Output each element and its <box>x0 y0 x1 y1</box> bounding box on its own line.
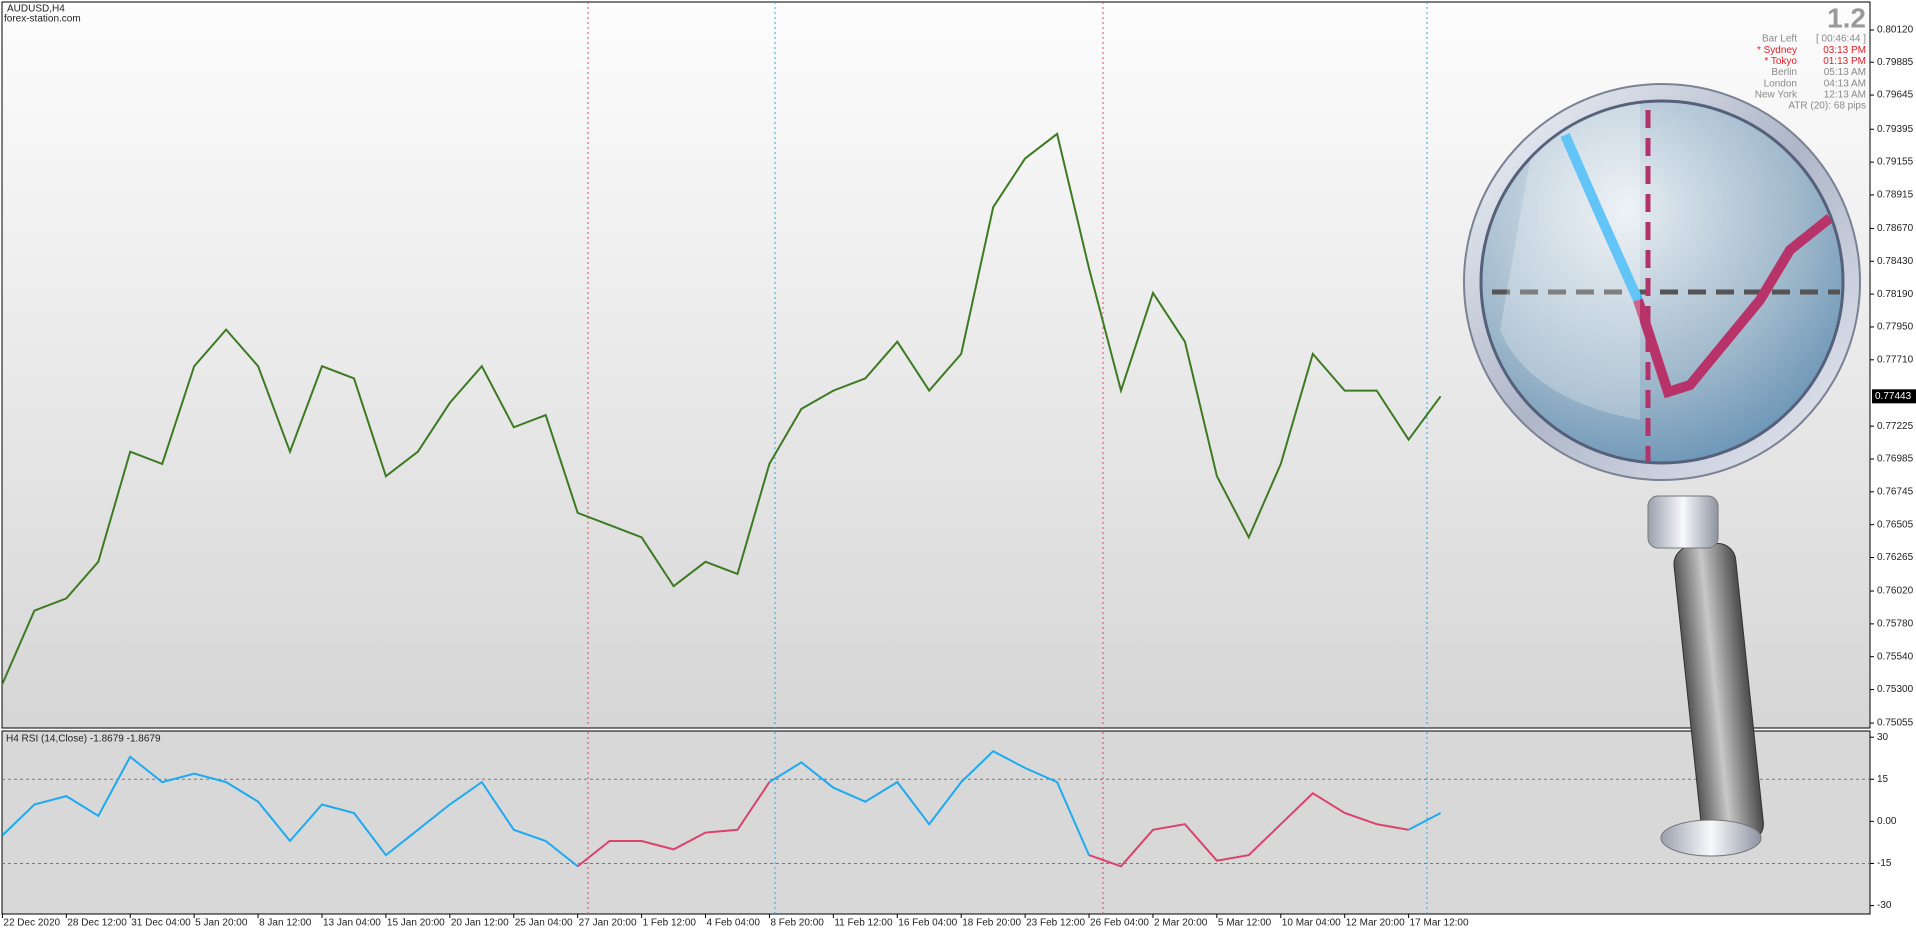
x-tick-label: 26 Feb 04:00 <box>1090 918 1149 929</box>
y-tick-label: 0.78190 <box>1877 289 1914 300</box>
lens-content <box>1492 102 1840 462</box>
y-tick-label: 0.77710 <box>1877 354 1914 365</box>
x-tick-label: 23 Feb 12:00 <box>1026 918 1085 929</box>
x-tick-label: 27 Jan 20:00 <box>579 918 637 929</box>
x-tick-label: 11 Feb 12:00 <box>834 918 893 929</box>
y-tick-label: 0.79155 <box>1877 157 1914 168</box>
y-tick-label: 0.78915 <box>1877 190 1914 201</box>
x-tick-label: 8 Jan 12:00 <box>259 918 312 929</box>
info-label: Berlin <box>1771 67 1797 78</box>
y-tick-label: 0.76985 <box>1877 454 1914 465</box>
x-tick-label: 2 Mar 20:00 <box>1154 918 1208 929</box>
x-tick-label: 15 Jan 20:00 <box>387 918 445 929</box>
watermark: forex-station.com <box>4 14 81 25</box>
current-price-box <box>1872 389 1916 404</box>
x-tick-label: 31 Dec 04:00 <box>131 918 191 929</box>
symbol: AUDUSD,H4 <box>7 4 65 15</box>
x-tick-label: 28 Dec 12:00 <box>67 918 127 929</box>
x-tick-label: 25 Jan 04:00 <box>515 918 573 929</box>
y-tick-label: -15 <box>1877 858 1892 869</box>
x-tick-label: 17 Mar 12:00 <box>1410 918 1469 929</box>
info-label: Bar Left <box>1762 34 1797 45</box>
info-value: 05:13 AM <box>1824 67 1866 78</box>
y-tick-label: 0.75780 <box>1877 619 1914 630</box>
handle-cap <box>1660 819 1762 857</box>
info-value: 03:13 PM <box>1823 45 1866 56</box>
y-tick-label: 15 <box>1877 774 1889 785</box>
zoom-line <box>1633 214 1834 399</box>
info-label: New York <box>1755 90 1798 101</box>
info-label: * Tokyo <box>1764 56 1797 67</box>
x-tick-label: 5 Mar 12:00 <box>1218 918 1272 929</box>
x-tick-label: 18 Feb 20:00 <box>962 918 1021 929</box>
x-tick-label: 5 Jan 20:00 <box>195 918 248 929</box>
y-tick-label: 0.76745 <box>1877 486 1914 497</box>
y-tick-label: 0.77950 <box>1877 322 1914 333</box>
x-tick-label: 8 Feb 20:00 <box>770 918 824 929</box>
y-tick-label: 0.78670 <box>1877 223 1914 234</box>
rsi-title: H4 RSI (14,Close) -1.8679 -1.8679 <box>6 734 161 745</box>
info-value: 04:13 AM <box>1824 78 1866 89</box>
x-tick-label: 12 Mar 20:00 <box>1346 918 1405 929</box>
atr: ATR (20): 68 pips <box>1788 101 1866 112</box>
lens <box>1479 99 1845 465</box>
x-tick-label: 13 Jan 04:00 <box>323 918 381 929</box>
zoom-line <box>1560 132 1643 303</box>
y-tick-label: 0.75055 <box>1877 718 1914 729</box>
x-tick-label: 1 Feb 12:00 <box>643 918 697 929</box>
x-tick-label: 4 Feb 04:00 <box>707 918 761 929</box>
y-tick-label: 0.00 <box>1877 816 1897 827</box>
y-tick-label: 0.78430 <box>1877 256 1914 267</box>
y-tick-label: 0.79885 <box>1877 57 1914 68</box>
data-line <box>577 781 1409 868</box>
data-line <box>1 749 1442 868</box>
x-tick-label: 16 Feb 04:00 <box>898 918 957 929</box>
magnifier <box>1463 83 1861 857</box>
collar <box>1647 495 1719 549</box>
x-tick-label: 20 Jan 12:00 <box>451 918 509 929</box>
glare <box>1500 102 1640 420</box>
y-tick-label: 0.76265 <box>1877 552 1914 563</box>
y-tick-label: -30 <box>1877 900 1892 911</box>
session-lines <box>587 2 1428 914</box>
info-label: London <box>1764 78 1797 89</box>
y-tick-label: 0.75300 <box>1877 684 1914 695</box>
x-tick-label: 22 Dec 2020 <box>3 918 60 929</box>
current-price-label: 0.77443 <box>1875 391 1912 402</box>
info-value: 01:13 PM <box>1823 56 1866 67</box>
y-tick-label: 0.79395 <box>1877 124 1914 135</box>
info-value: 12:13 AM <box>1824 90 1866 101</box>
version: 1.2 <box>1827 2 1866 33</box>
y-tick-label: 0.77225 <box>1877 421 1914 432</box>
y-tick-label: 0.75540 <box>1877 651 1914 662</box>
y-tick-label: 30 <box>1877 732 1889 743</box>
y-tick-label: 0.76020 <box>1877 586 1914 597</box>
data-line <box>1 132 1442 685</box>
rsi-pane <box>1 730 1871 915</box>
info-label: * Sydney <box>1757 45 1797 56</box>
info-value: [ 00:46:44 ] <box>1816 34 1866 45</box>
y-tick-label: 0.79645 <box>1877 90 1914 101</box>
y-tick-label: 0.76505 <box>1877 519 1914 530</box>
y-tick-label: 0.80120 <box>1877 25 1914 36</box>
x-tick-label: 10 Mar 04:00 <box>1282 918 1341 929</box>
